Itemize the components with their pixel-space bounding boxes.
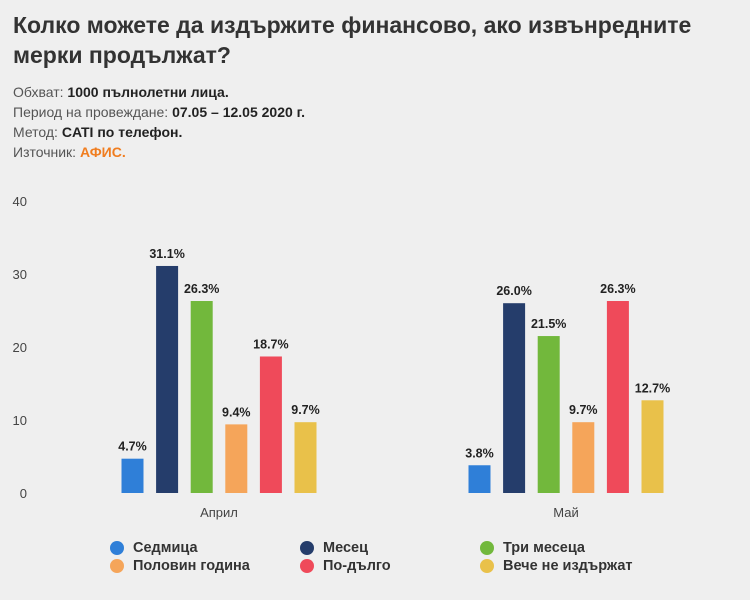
meta-source: Източник: АФИС. (13, 144, 126, 160)
legend-dot-icon (480, 559, 494, 573)
bar (606, 301, 629, 493)
x-tick-label: Април (200, 505, 238, 520)
bar (468, 465, 491, 493)
legend-dot-icon (110, 559, 124, 573)
legend-label: Половин година (133, 558, 250, 574)
data-label: 26.0% (496, 284, 531, 298)
y-tick-label: 0 (20, 486, 27, 501)
data-label: 9.7% (569, 403, 598, 417)
meta-method: Метод: CATI по телефон. (13, 124, 182, 140)
bar (641, 400, 664, 493)
meta-period: Период на провеждане: 07.05 – 12.05 2020… (13, 104, 305, 120)
meta-value: 1000 пълнолетни лица. (67, 84, 229, 100)
meta-coverage: Обхват: 1000 пълнолетни лица. (13, 84, 229, 100)
data-label: 9.7% (291, 403, 320, 417)
legend-label: По-дълго (323, 558, 391, 574)
bar (190, 301, 213, 493)
bar (156, 265, 179, 493)
legend-item: Месец (300, 540, 368, 556)
legend-dot-icon (300, 559, 314, 573)
data-label: 26.3% (600, 282, 635, 296)
legend-item: Половин година (110, 558, 250, 574)
meta-value: CATI по телефон. (61, 124, 183, 140)
data-label: 18.7% (253, 337, 288, 351)
meta-value: 07.05 – 12.05 2020 г. (172, 104, 305, 120)
legend-dot-icon (300, 541, 314, 555)
data-label: 9.4% (222, 405, 251, 419)
bar (225, 424, 248, 493)
meta-label: Източник: (13, 144, 77, 160)
legend-item: Три месеца (480, 540, 585, 556)
x-tick-label: Май (553, 505, 578, 520)
legend-item: По-дълго (300, 558, 391, 574)
y-tick-label: 20 (13, 340, 27, 355)
meta-label: Метод: (13, 124, 58, 140)
data-label: 31.1% (149, 247, 184, 261)
meta-label: Период на провеждане: (13, 104, 169, 120)
legend-label: Месец (323, 540, 368, 556)
legend-label: Три месеца (503, 540, 585, 556)
y-tick-label: 40 (13, 194, 27, 209)
data-label: 12.7% (635, 381, 670, 395)
legend-dot-icon (480, 541, 494, 555)
bar (537, 336, 560, 493)
legend-item: Седмица (110, 540, 198, 556)
bar (503, 303, 526, 493)
legend-label: Вече не издържат (503, 558, 633, 574)
data-label: 3.8% (465, 446, 494, 460)
meta-value: АФИС. (79, 144, 126, 160)
legend-item: Вече не издържат (480, 558, 633, 574)
legend-label: Седмица (133, 540, 198, 556)
data-label: 21.5% (531, 317, 566, 331)
chart-title: Колко можете да издържите финансово, ако… (13, 12, 692, 68)
bar (259, 356, 282, 493)
meta-label: Обхват: (13, 84, 64, 100)
legend-dot-icon (110, 541, 124, 555)
data-label: 4.7% (118, 440, 147, 454)
bar (121, 458, 144, 493)
data-label: 26.3% (184, 282, 219, 296)
bar (572, 422, 595, 493)
y-tick-label: 10 (13, 413, 27, 428)
bar (294, 422, 317, 493)
y-tick-label: 30 (13, 267, 27, 282)
